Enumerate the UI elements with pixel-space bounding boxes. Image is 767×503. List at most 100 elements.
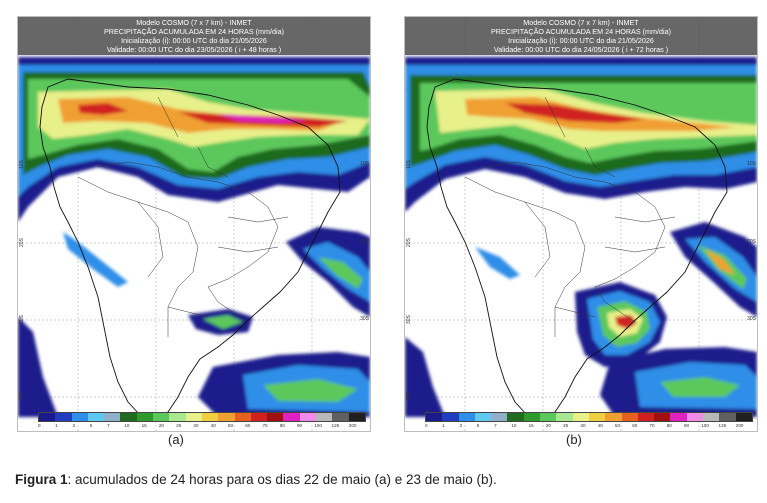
colorbar-tick-label: 5 [89, 423, 93, 428]
product-title: PRECIPITAÇÃO ACUMULADA EM 24 HORAS (mm/d… [491, 27, 671, 36]
colorbar-tick-label: 40 [597, 423, 603, 428]
figure-caption: Figura 1: acumulados de 24 horas para os… [15, 472, 497, 487]
map-header-b: Modelo COSMO (7 x 7 km) - INMET PRECIPIT… [405, 17, 757, 55]
valid-time: Validade: 00:00 UTC do dia 23/05/2026 ( … [106, 45, 282, 54]
colorbar-segment [474, 413, 492, 421]
init-time: Inicialização (i): 00:00 UTC do dia 21/0… [121, 36, 267, 45]
coastline-a [39, 78, 341, 418]
panel-label-b: (b) [566, 432, 582, 447]
colorbar-tick-label: 30 [580, 423, 586, 428]
colorbar-tick-label: 5 [476, 423, 480, 428]
colorbar-b [425, 412, 753, 422]
colorbar-segment [572, 413, 589, 421]
model-title: Modelo COSMO (7 x 7 km) - INMET [523, 18, 639, 27]
colorbar-tick-label: 200 [735, 423, 744, 428]
colorbar-tick-label: 1 [55, 423, 58, 428]
colorbar-segment [735, 413, 752, 421]
colorbar-segment [686, 413, 704, 421]
colorbar-segment [201, 413, 219, 421]
colorbar-segment [458, 413, 475, 421]
colorbar-tick-label: 3 [72, 423, 76, 428]
lat-label-right: 10S [747, 161, 756, 167]
colorbar-segment [316, 413, 333, 421]
colorbar-tick-label: 50 [614, 423, 621, 428]
lat-label-right: 30S [747, 316, 756, 322]
colorbar-segment [670, 413, 687, 421]
country-borders-b [464, 96, 676, 337]
figure-caption-bold: Figura 1 [15, 472, 68, 487]
lat-label: 40S [406, 392, 412, 401]
precipitation-map-a [18, 17, 370, 431]
colorbar-segment [104, 413, 121, 421]
colorbar-tick-label: 20 [545, 423, 551, 428]
colorbar-tick-label: 10 [124, 423, 130, 428]
colorbar-segment [120, 413, 137, 421]
colorbar-segment [250, 413, 268, 421]
colorbar-segment [588, 413, 606, 421]
colorbar-tick-label: 7 [494, 423, 497, 428]
colorbar-segment [637, 413, 655, 421]
colorbar-tick-label: 90 [296, 423, 303, 428]
colorbar-tick-label: 40 [210, 423, 216, 428]
colorbar-tick-label: 25 [176, 423, 182, 428]
colorbar-tick-label: 100 [314, 423, 322, 428]
lat-label: 40S [19, 392, 25, 401]
colorbar-tick-label: 7 [107, 423, 110, 428]
precipitation-field-b [405, 57, 757, 417]
colorbar-tick-label: 15 [141, 423, 147, 428]
lat-label: 10S [19, 160, 25, 169]
lat-label: 20S [406, 238, 412, 247]
lat-label-right: 30S [360, 316, 369, 322]
figure-caption-text: : acumulados de 24 horas para os dias 22… [67, 472, 497, 487]
colorbar-segment [332, 413, 349, 421]
colorbar-tick-label: 125 [718, 423, 727, 428]
product-title: PRECIPITAÇÃO ACUMULADA EM 24 HORAS (mm/d… [104, 27, 284, 36]
panel-label-a: (a) [168, 432, 184, 447]
map-header-a: Modelo COSMO (7 x 7 km) - INMET PRECIPIT… [18, 17, 370, 55]
colorbar-segment [87, 413, 105, 421]
colorbar-segment [234, 413, 251, 421]
lat-label: 20S [19, 238, 25, 247]
colorbar-segment [621, 413, 638, 421]
colorbar-segment [218, 413, 235, 421]
colorbar-tick-label: 200 [348, 423, 357, 428]
colorbar-ticks-b: 0 1 3 5 7 10 15 20 25 30 40 50 60 70 80 90 100 125 200 [425, 423, 753, 430]
colorbar-segment [136, 413, 154, 421]
colorbar-tick-label: 0 [425, 423, 428, 428]
lat-label: 30S [19, 315, 25, 324]
precipitation-map-b [405, 17, 757, 431]
colorbar-segment [153, 413, 170, 421]
colorbar-segment [507, 413, 524, 421]
country-borders-a [77, 96, 289, 337]
colorbar-tick-label: 15 [528, 423, 534, 428]
colorbar-tick-label: 70 [649, 423, 655, 428]
precipitation-field-a [18, 57, 370, 417]
colorbar-ticks-a: 0 1 3 5 7 10 15 20 25 30 40 50 60 70 80 90 100 125 200 [38, 423, 366, 430]
map-panel-a: Modelo COSMO (7 x 7 km) - INMET PRECIPIT… [17, 16, 371, 432]
colorbar-tick-label: 20 [158, 423, 164, 428]
model-title: Modelo COSMO (7 x 7 km) - INMET [136, 18, 252, 27]
colorbar-tick-label: 3 [459, 423, 463, 428]
colorbar-segment [55, 413, 72, 421]
colorbar-segment [540, 413, 557, 421]
colorbar-segment [556, 413, 573, 421]
colorbar-tick-label: 0 [38, 423, 41, 428]
colorbar-tick-label: 50 [227, 423, 234, 428]
init-time: Inicialização (i): 00:00 UTC do dia 21/0… [508, 36, 654, 45]
colorbar-tick-label: 125 [331, 423, 340, 428]
lat-label: 10S [406, 160, 412, 169]
map-panel-b: Modelo COSMO (7 x 7 km) - INMET PRECIPIT… [404, 16, 758, 432]
colorbar-segment [491, 413, 508, 421]
colorbar-segment [348, 413, 365, 421]
colorbar-tick-label: 70 [262, 423, 268, 428]
colorbar-segment [185, 413, 202, 421]
colorbar-segment [283, 413, 300, 421]
lat-label-right: 10S [360, 161, 369, 167]
colorbar-segment [169, 413, 186, 421]
colorbar-tick-label: 80 [666, 423, 672, 428]
colorbar-segment [299, 413, 317, 421]
colorbar-segment [719, 413, 736, 421]
colorbar-tick-label: 1 [442, 423, 445, 428]
colorbar-tick-label: 25 [563, 423, 569, 428]
coastline-b [426, 78, 728, 418]
